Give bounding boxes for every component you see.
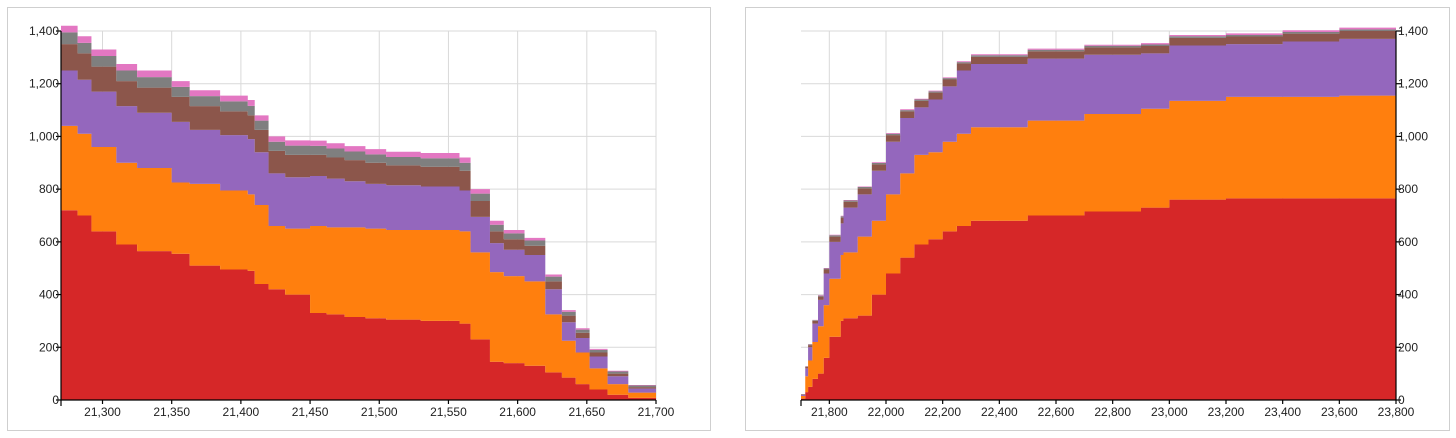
chart-left-svg: 0 200 400 600 800 1,000 1,200 1,400 21,300 21,350… — [29, 24, 675, 419]
y-tick-label: 1,000 — [29, 129, 59, 143]
x-tick-label: 23,200 — [1208, 405, 1245, 419]
chart-panel-left: 0 200 400 600 800 1,000 1,200 1,400 21,300 21,350… — [7, 7, 711, 431]
series-area-orange — [61, 125, 656, 400]
x-tick-label: 22,800 — [1094, 405, 1131, 419]
x-tick-label: 21,650 — [568, 405, 605, 419]
chart-right-svg: 0 200 400 600 800 1,000 1,200 1,400 21,800 22,000… — [800, 24, 1428, 419]
x-tick-label: 23,800 — [1378, 405, 1415, 419]
y-tick-label: 1,400 — [1398, 24, 1428, 38]
x-tick-label: 23,600 — [1321, 405, 1358, 419]
x-tick-label: 21,350 — [153, 405, 190, 419]
y-tick-label: 1,000 — [1398, 129, 1428, 143]
x-tick-label: 22,600 — [1038, 405, 1075, 419]
x-tick-label: 23,000 — [1151, 405, 1188, 419]
y-tick-label: 200 — [39, 340, 59, 354]
series-area-red — [801, 198, 1396, 400]
y-tick-label: 600 — [1398, 235, 1418, 249]
y-tick-label: 1,200 — [1398, 77, 1428, 91]
series-area-purple — [61, 70, 656, 398]
series-area-red — [61, 210, 656, 400]
x-tick-label: 23,400 — [1264, 405, 1301, 419]
series-area-purple — [801, 37, 1396, 397]
y-tick-label: 400 — [1398, 288, 1418, 302]
x-tick-label: 21,700 — [638, 405, 675, 419]
y-tick-label: 1,400 — [29, 24, 59, 38]
x-tick-label: 22,200 — [924, 405, 961, 419]
x-tick-label: 22,000 — [868, 405, 905, 419]
x-tick-label: 21,800 — [811, 405, 848, 419]
y-tick-label: 800 — [39, 182, 59, 196]
y-tick-label: 400 — [39, 288, 59, 302]
chart-panel-right: 0 200 400 600 800 1,000 1,200 1,400 21,800 22,000… — [745, 7, 1450, 431]
series-area-orange — [801, 95, 1396, 399]
x-tick-label: 21,450 — [292, 405, 329, 419]
y-tick-label: 0 — [1398, 393, 1405, 407]
x-tick-label: 21,300 — [84, 405, 121, 419]
y-tick-label: 0 — [52, 393, 59, 407]
x-tick-label: 22,400 — [981, 405, 1018, 419]
x-tick-label: 21,500 — [361, 405, 398, 419]
x-tick-label: 21,600 — [499, 405, 536, 419]
y-tick-label: 200 — [1398, 340, 1418, 354]
x-tick-label: 21,550 — [430, 405, 467, 419]
x-tick-label: 21,400 — [223, 405, 260, 419]
y-tick-label: 600 — [39, 235, 59, 249]
y-tick-label: 1,200 — [29, 77, 59, 91]
y-tick-label: 800 — [1398, 182, 1418, 196]
